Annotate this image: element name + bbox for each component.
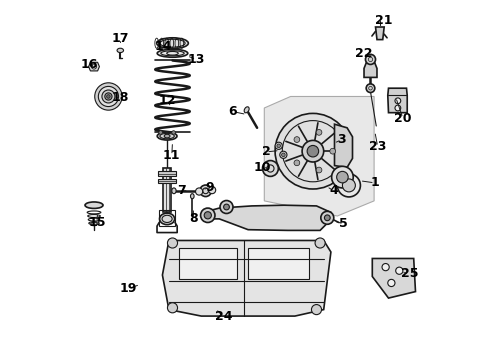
Text: 14: 14 xyxy=(154,40,172,53)
Text: 18: 18 xyxy=(112,91,129,104)
Circle shape xyxy=(365,54,375,64)
Circle shape xyxy=(394,105,400,111)
Circle shape xyxy=(395,267,402,274)
Text: 25: 25 xyxy=(400,267,417,280)
Text: 4: 4 xyxy=(329,184,338,197)
Text: 12: 12 xyxy=(159,94,176,107)
Circle shape xyxy=(331,166,352,188)
Text: 8: 8 xyxy=(189,212,197,225)
Circle shape xyxy=(95,83,122,110)
Circle shape xyxy=(223,204,229,210)
Text: 6: 6 xyxy=(228,105,237,118)
Circle shape xyxy=(195,188,203,195)
Text: 9: 9 xyxy=(205,181,214,194)
Circle shape xyxy=(311,305,321,315)
Circle shape xyxy=(316,167,321,173)
Polygon shape xyxy=(363,63,376,77)
Ellipse shape xyxy=(190,194,194,199)
Circle shape xyxy=(329,148,335,154)
Circle shape xyxy=(306,145,318,157)
Bar xyxy=(158,171,176,176)
Polygon shape xyxy=(375,27,384,40)
Circle shape xyxy=(208,186,215,194)
Circle shape xyxy=(167,303,177,313)
Circle shape xyxy=(302,140,323,162)
Circle shape xyxy=(316,130,321,135)
Circle shape xyxy=(281,153,285,157)
Circle shape xyxy=(314,238,325,248)
Circle shape xyxy=(293,160,299,166)
Circle shape xyxy=(293,137,299,143)
Polygon shape xyxy=(334,124,352,167)
Text: 17: 17 xyxy=(112,32,129,45)
Text: 3: 3 xyxy=(337,133,346,146)
Ellipse shape xyxy=(91,222,97,226)
Ellipse shape xyxy=(157,132,177,140)
Circle shape xyxy=(220,201,232,213)
Polygon shape xyxy=(162,240,330,316)
Circle shape xyxy=(276,144,280,148)
Text: 16: 16 xyxy=(80,58,98,71)
Circle shape xyxy=(324,215,329,221)
Circle shape xyxy=(171,131,175,134)
Circle shape xyxy=(204,212,211,219)
Circle shape xyxy=(159,131,162,134)
Circle shape xyxy=(394,98,400,104)
Text: 20: 20 xyxy=(393,112,411,125)
Circle shape xyxy=(337,174,360,197)
Ellipse shape xyxy=(244,107,248,113)
Ellipse shape xyxy=(159,213,174,225)
Circle shape xyxy=(98,86,118,107)
Circle shape xyxy=(275,142,282,149)
Text: 19: 19 xyxy=(120,282,137,295)
Ellipse shape xyxy=(171,188,176,194)
Text: 22: 22 xyxy=(354,47,371,60)
Polygon shape xyxy=(88,62,99,71)
Text: 1: 1 xyxy=(370,176,378,189)
Text: 7: 7 xyxy=(177,184,185,197)
Polygon shape xyxy=(371,258,415,298)
Circle shape xyxy=(275,113,350,189)
Text: 23: 23 xyxy=(368,140,386,153)
Text: 5: 5 xyxy=(339,217,347,230)
Ellipse shape xyxy=(157,49,187,57)
Polygon shape xyxy=(387,88,407,113)
Polygon shape xyxy=(264,96,373,216)
Circle shape xyxy=(167,238,177,248)
Circle shape xyxy=(104,93,112,100)
Circle shape xyxy=(262,161,278,176)
Text: 21: 21 xyxy=(375,14,392,27)
Text: 24: 24 xyxy=(214,310,232,323)
Circle shape xyxy=(342,179,355,192)
Text: 11: 11 xyxy=(163,149,180,162)
Circle shape xyxy=(200,208,215,222)
Polygon shape xyxy=(203,205,330,230)
Text: 13: 13 xyxy=(187,53,204,66)
Polygon shape xyxy=(179,248,237,279)
Circle shape xyxy=(106,95,110,98)
Text: 2: 2 xyxy=(261,145,270,158)
Circle shape xyxy=(387,279,394,287)
Ellipse shape xyxy=(156,38,188,49)
Bar xyxy=(163,168,171,212)
Circle shape xyxy=(336,171,347,183)
Ellipse shape xyxy=(85,202,103,208)
Polygon shape xyxy=(247,248,309,279)
Circle shape xyxy=(102,90,115,103)
Circle shape xyxy=(200,185,211,197)
Text: 10: 10 xyxy=(253,161,271,174)
Ellipse shape xyxy=(164,134,170,138)
Circle shape xyxy=(366,84,374,93)
Circle shape xyxy=(320,211,333,224)
Circle shape xyxy=(381,264,388,271)
Text: 15: 15 xyxy=(88,216,105,229)
Circle shape xyxy=(279,151,286,158)
Bar xyxy=(158,179,176,183)
Ellipse shape xyxy=(117,48,123,53)
